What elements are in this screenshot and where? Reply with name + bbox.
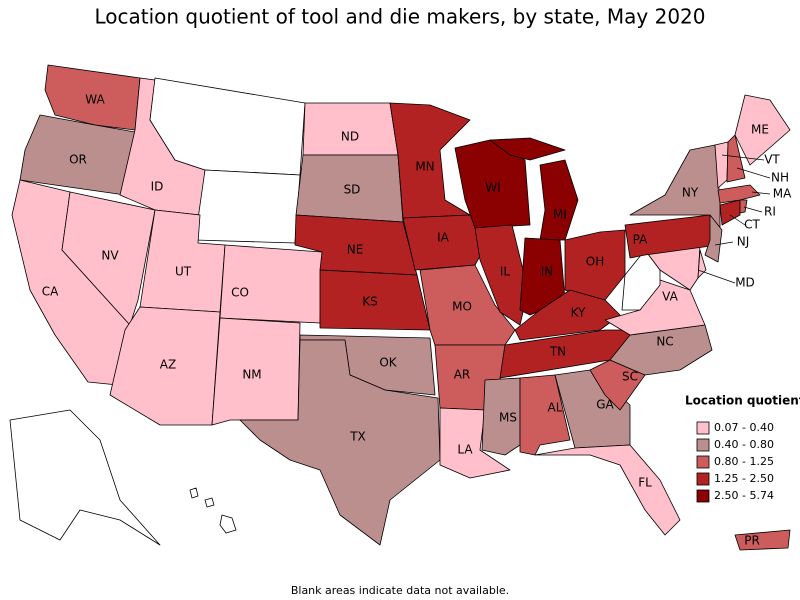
state bbox=[481, 377, 521, 456]
state-label: OR bbox=[69, 153, 87, 167]
state bbox=[194, 169, 301, 244]
state-label: VA bbox=[662, 290, 678, 304]
legend-label: 0.40 - 0.80 bbox=[714, 438, 774, 451]
state-label: WA bbox=[85, 93, 105, 107]
state-label: ME bbox=[751, 123, 769, 137]
state-label: OH bbox=[586, 255, 604, 269]
state-label: IA bbox=[437, 231, 450, 245]
state-label: MA bbox=[773, 187, 792, 201]
state-label: MI bbox=[553, 208, 567, 222]
state bbox=[219, 244, 323, 324]
state-label: IN bbox=[541, 265, 554, 279]
state-label: SC bbox=[622, 370, 638, 384]
state-label: TX bbox=[349, 430, 366, 444]
title: Location quotient of tool and die makers… bbox=[94, 5, 705, 29]
state-label: CT bbox=[744, 218, 760, 232]
state-label: SD bbox=[344, 183, 361, 197]
state-label: VT bbox=[764, 153, 780, 167]
state-label: NH bbox=[771, 171, 789, 185]
state bbox=[109, 306, 221, 426]
state-label: MO bbox=[452, 300, 472, 314]
state bbox=[239, 339, 441, 546]
state-label: AZ bbox=[160, 358, 176, 372]
state-label: MD bbox=[735, 276, 755, 290]
state-label: AR bbox=[454, 368, 471, 382]
legend-title: Location quotient bbox=[685, 394, 800, 408]
legend-swatch bbox=[696, 421, 710, 435]
legend-label: 2.50 - 5.74 bbox=[714, 489, 774, 502]
legend-label: 0.07 - 0.40 bbox=[714, 421, 774, 434]
state-label: AL bbox=[548, 401, 563, 415]
state bbox=[719, 199, 741, 226]
state-label: KS bbox=[362, 295, 378, 309]
legend: Location quotient 0.07 - 0.40 0.40 - 0.80… bbox=[685, 394, 800, 503]
state-label: NC bbox=[656, 335, 673, 349]
state-label: CO bbox=[231, 286, 249, 300]
state-label: ND bbox=[341, 130, 359, 144]
state-label: ID bbox=[151, 180, 164, 194]
state bbox=[534, 444, 681, 536]
leader-lines bbox=[697, 154, 771, 284]
state bbox=[514, 289, 621, 341]
state bbox=[9, 409, 161, 546]
state-label: MS bbox=[499, 411, 517, 425]
state-label: OK bbox=[379, 356, 397, 370]
leader-line bbox=[736, 167, 771, 179]
state-label: NV bbox=[101, 249, 119, 263]
leader-line bbox=[729, 214, 746, 226]
footnote: Blank areas indicate data not available. bbox=[291, 584, 509, 597]
state-label: KY bbox=[571, 306, 586, 320]
leader-line bbox=[697, 269, 736, 284]
state bbox=[389, 102, 471, 219]
leader-line bbox=[721, 154, 765, 161]
state bbox=[717, 184, 761, 204]
state-label: IL bbox=[500, 265, 511, 279]
state bbox=[734, 94, 791, 166]
state bbox=[624, 214, 719, 259]
state bbox=[704, 214, 723, 263]
state bbox=[419, 264, 516, 346]
legend-swatch bbox=[696, 438, 710, 452]
state-label: UT bbox=[175, 265, 192, 279]
state-label: LA bbox=[457, 443, 473, 457]
state bbox=[734, 529, 791, 551]
leader-line bbox=[751, 191, 771, 195]
state bbox=[589, 359, 646, 411]
state-label: WI bbox=[485, 181, 500, 195]
state bbox=[739, 199, 748, 214]
leader-line bbox=[743, 206, 763, 213]
state-label: FL bbox=[638, 476, 652, 490]
state bbox=[726, 134, 746, 183]
state-label: TN bbox=[549, 345, 566, 359]
legend-label: 1.25 - 2.50 bbox=[714, 472, 774, 485]
state-label: MN bbox=[415, 160, 434, 174]
state-label: RI bbox=[764, 205, 776, 219]
state-label: NJ bbox=[737, 235, 750, 249]
state bbox=[61, 191, 156, 326]
state-label: PR bbox=[744, 534, 760, 548]
legend-swatch bbox=[696, 472, 710, 486]
leader-line bbox=[714, 241, 734, 246]
state-label: NE bbox=[347, 243, 364, 257]
state-label: GA bbox=[596, 398, 614, 412]
states: WA OR CA NV ID UT AZ CO NM ND SD NE KS OK TX MN IA MO AR LA… bbox=[9, 64, 792, 551]
legend-label: 0.80 - 1.25 bbox=[714, 455, 774, 468]
state-label: CA bbox=[42, 285, 59, 299]
state bbox=[564, 229, 626, 301]
state-label: NM bbox=[242, 368, 261, 382]
state-label: NY bbox=[682, 186, 699, 200]
state bbox=[474, 224, 529, 326]
state-label: PA bbox=[633, 233, 648, 247]
legend-swatch bbox=[696, 455, 710, 469]
legend-swatch bbox=[696, 489, 710, 503]
state bbox=[189, 487, 237, 534]
